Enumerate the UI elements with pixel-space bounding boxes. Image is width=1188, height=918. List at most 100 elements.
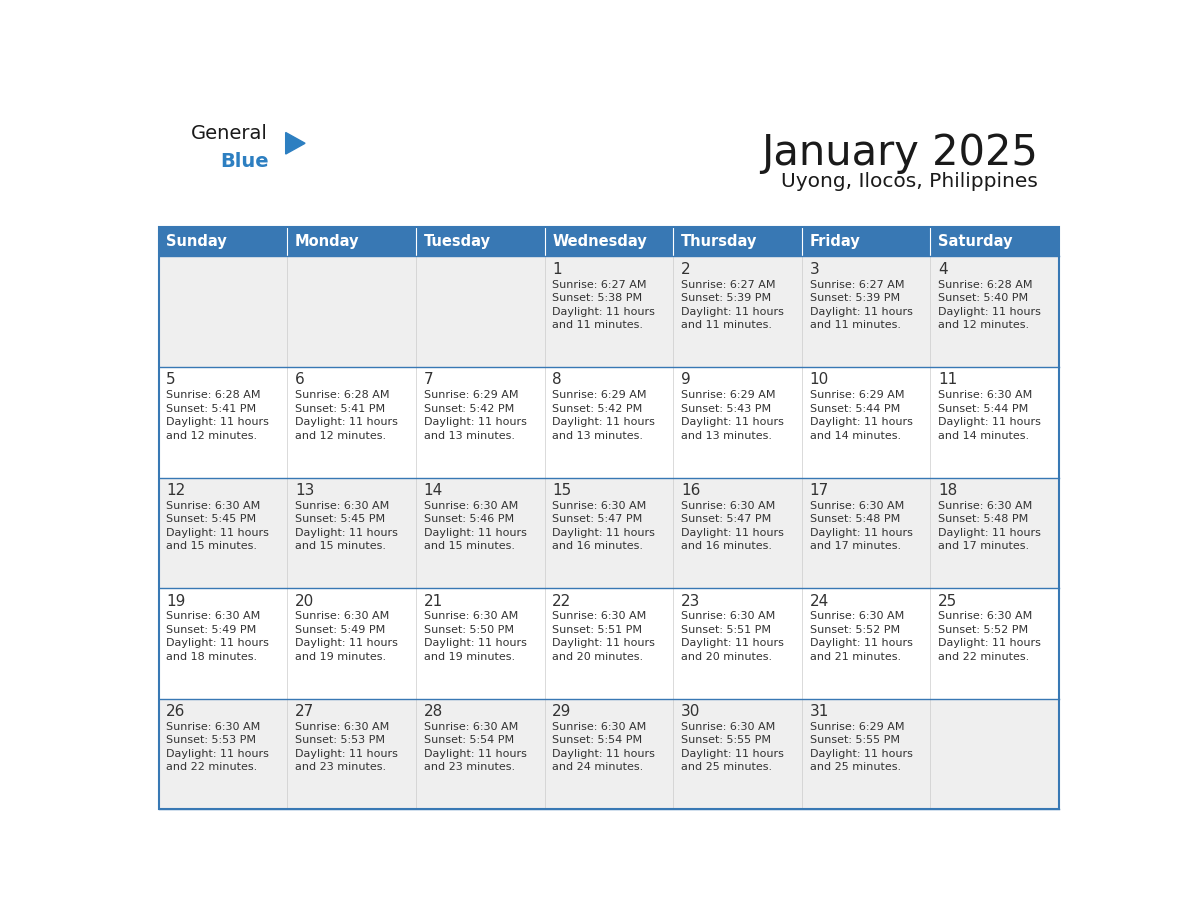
- Text: Sunrise: 6:30 AM: Sunrise: 6:30 AM: [552, 500, 646, 510]
- Text: and 13 minutes.: and 13 minutes.: [424, 431, 514, 441]
- Text: Sunset: 5:47 PM: Sunset: 5:47 PM: [552, 514, 643, 524]
- Text: Blue: Blue: [221, 152, 270, 171]
- Text: and 11 minutes.: and 11 minutes.: [681, 320, 772, 330]
- Text: Daylight: 11 hours: Daylight: 11 hours: [295, 528, 398, 538]
- Text: Sunrise: 6:30 AM: Sunrise: 6:30 AM: [552, 611, 646, 621]
- Text: and 25 minutes.: and 25 minutes.: [681, 762, 772, 772]
- Text: Sunrise: 6:30 AM: Sunrise: 6:30 AM: [939, 500, 1032, 510]
- Text: Daylight: 11 hours: Daylight: 11 hours: [939, 417, 1041, 427]
- Text: Sunset: 5:44 PM: Sunset: 5:44 PM: [809, 404, 899, 414]
- Text: Sunset: 5:39 PM: Sunset: 5:39 PM: [809, 293, 899, 303]
- Text: Sunrise: 6:30 AM: Sunrise: 6:30 AM: [166, 500, 260, 510]
- Text: and 25 minutes.: and 25 minutes.: [809, 762, 901, 772]
- Text: Sunrise: 6:30 AM: Sunrise: 6:30 AM: [424, 722, 518, 732]
- Text: 23: 23: [681, 594, 700, 609]
- Text: Sunrise: 6:30 AM: Sunrise: 6:30 AM: [809, 611, 904, 621]
- Text: and 22 minutes.: and 22 minutes.: [939, 652, 1030, 662]
- Text: and 19 minutes.: and 19 minutes.: [424, 652, 514, 662]
- Text: Sunrise: 6:27 AM: Sunrise: 6:27 AM: [809, 280, 904, 289]
- Text: Daylight: 11 hours: Daylight: 11 hours: [166, 749, 270, 759]
- Text: Sunset: 5:45 PM: Sunset: 5:45 PM: [295, 514, 385, 524]
- Text: Sunrise: 6:30 AM: Sunrise: 6:30 AM: [681, 611, 776, 621]
- Text: 4: 4: [939, 262, 948, 277]
- Text: Sunset: 5:41 PM: Sunset: 5:41 PM: [295, 404, 385, 414]
- Text: 9: 9: [681, 373, 690, 387]
- Text: Uyong, Ilocos, Philippines: Uyong, Ilocos, Philippines: [782, 172, 1038, 191]
- Text: and 14 minutes.: and 14 minutes.: [939, 431, 1029, 441]
- Text: Daylight: 11 hours: Daylight: 11 hours: [552, 749, 655, 759]
- Text: Sunset: 5:53 PM: Sunset: 5:53 PM: [295, 735, 385, 745]
- Text: 15: 15: [552, 483, 571, 498]
- Text: and 18 minutes.: and 18 minutes.: [166, 652, 258, 662]
- Text: Daylight: 11 hours: Daylight: 11 hours: [681, 749, 784, 759]
- Text: Sunrise: 6:28 AM: Sunrise: 6:28 AM: [166, 390, 261, 400]
- Text: Daylight: 11 hours: Daylight: 11 hours: [424, 417, 526, 427]
- Text: and 11 minutes.: and 11 minutes.: [552, 320, 643, 330]
- Text: Sunrise: 6:30 AM: Sunrise: 6:30 AM: [295, 722, 390, 732]
- Text: Daylight: 11 hours: Daylight: 11 hours: [166, 528, 270, 538]
- Text: 12: 12: [166, 483, 185, 498]
- Text: Sunrise: 6:29 AM: Sunrise: 6:29 AM: [681, 390, 776, 400]
- Text: 30: 30: [681, 704, 700, 719]
- Text: Daylight: 11 hours: Daylight: 11 hours: [424, 749, 526, 759]
- Text: Sunrise: 6:30 AM: Sunrise: 6:30 AM: [166, 722, 260, 732]
- Text: 29: 29: [552, 704, 571, 719]
- Text: Sunrise: 6:29 AM: Sunrise: 6:29 AM: [552, 390, 646, 400]
- Text: Sunday: Sunday: [166, 234, 227, 250]
- Text: Sunrise: 6:30 AM: Sunrise: 6:30 AM: [166, 611, 260, 621]
- Text: and 12 minutes.: and 12 minutes.: [939, 320, 1029, 330]
- Bar: [158, 256, 1060, 367]
- Text: Sunset: 5:39 PM: Sunset: 5:39 PM: [681, 293, 771, 303]
- Text: Sunset: 5:50 PM: Sunset: 5:50 PM: [424, 625, 513, 634]
- Text: 25: 25: [939, 594, 958, 609]
- Text: Daylight: 11 hours: Daylight: 11 hours: [809, 749, 912, 759]
- Text: Daylight: 11 hours: Daylight: 11 hours: [939, 528, 1041, 538]
- Text: and 15 minutes.: and 15 minutes.: [166, 541, 258, 551]
- Text: Sunrise: 6:29 AM: Sunrise: 6:29 AM: [809, 390, 904, 400]
- Text: Daylight: 11 hours: Daylight: 11 hours: [809, 417, 912, 427]
- Text: Saturday: Saturday: [939, 234, 1012, 250]
- Text: and 12 minutes.: and 12 minutes.: [166, 431, 258, 441]
- Bar: [158, 588, 1060, 699]
- Text: Daylight: 11 hours: Daylight: 11 hours: [681, 417, 784, 427]
- Text: Sunset: 5:44 PM: Sunset: 5:44 PM: [939, 404, 1029, 414]
- Text: and 11 minutes.: and 11 minutes.: [809, 320, 901, 330]
- Text: and 17 minutes.: and 17 minutes.: [809, 541, 901, 551]
- Text: Daylight: 11 hours: Daylight: 11 hours: [552, 417, 655, 427]
- Text: and 13 minutes.: and 13 minutes.: [552, 431, 643, 441]
- Text: 16: 16: [681, 483, 700, 498]
- Bar: [158, 699, 1060, 810]
- Text: Sunrise: 6:30 AM: Sunrise: 6:30 AM: [939, 611, 1032, 621]
- Text: Daylight: 11 hours: Daylight: 11 hours: [424, 528, 526, 538]
- Text: 7: 7: [424, 373, 434, 387]
- Bar: [287, 227, 416, 256]
- Text: Daylight: 11 hours: Daylight: 11 hours: [424, 638, 526, 648]
- Text: Sunset: 5:40 PM: Sunset: 5:40 PM: [939, 293, 1029, 303]
- Text: Sunset: 5:43 PM: Sunset: 5:43 PM: [681, 404, 771, 414]
- Text: Sunset: 5:54 PM: Sunset: 5:54 PM: [424, 735, 513, 745]
- Text: 13: 13: [295, 483, 315, 498]
- Text: Friday: Friday: [809, 234, 860, 250]
- Text: Thursday: Thursday: [681, 234, 757, 250]
- Text: Sunrise: 6:28 AM: Sunrise: 6:28 AM: [295, 390, 390, 400]
- Text: Sunset: 5:55 PM: Sunset: 5:55 PM: [809, 735, 899, 745]
- Text: Wednesday: Wednesday: [552, 234, 647, 250]
- Text: Daylight: 11 hours: Daylight: 11 hours: [681, 638, 784, 648]
- Text: Sunset: 5:47 PM: Sunset: 5:47 PM: [681, 514, 771, 524]
- Text: Daylight: 11 hours: Daylight: 11 hours: [809, 638, 912, 648]
- Text: and 19 minutes.: and 19 minutes.: [295, 652, 386, 662]
- Text: and 20 minutes.: and 20 minutes.: [552, 652, 644, 662]
- Text: Sunset: 5:55 PM: Sunset: 5:55 PM: [681, 735, 771, 745]
- Text: Sunset: 5:53 PM: Sunset: 5:53 PM: [166, 735, 257, 745]
- Text: January 2025: January 2025: [762, 131, 1038, 174]
- Text: Daylight: 11 hours: Daylight: 11 hours: [939, 307, 1041, 317]
- Text: Sunrise: 6:30 AM: Sunrise: 6:30 AM: [552, 722, 646, 732]
- Text: Sunset: 5:42 PM: Sunset: 5:42 PM: [552, 404, 643, 414]
- Text: Daylight: 11 hours: Daylight: 11 hours: [166, 417, 270, 427]
- Text: and 17 minutes.: and 17 minutes.: [939, 541, 1029, 551]
- Text: Daylight: 11 hours: Daylight: 11 hours: [552, 638, 655, 648]
- Text: 14: 14: [424, 483, 443, 498]
- Text: 27: 27: [295, 704, 314, 719]
- Bar: [158, 227, 287, 256]
- Text: Daylight: 11 hours: Daylight: 11 hours: [681, 528, 784, 538]
